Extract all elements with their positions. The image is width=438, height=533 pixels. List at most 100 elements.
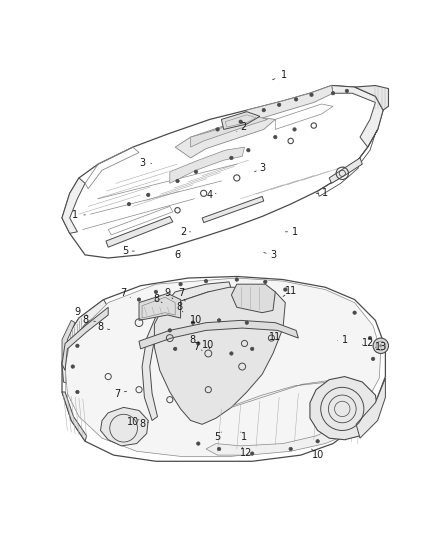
Circle shape	[176, 179, 179, 183]
Circle shape	[293, 128, 296, 131]
Circle shape	[371, 357, 375, 360]
Circle shape	[316, 440, 319, 443]
Polygon shape	[65, 278, 381, 457]
Circle shape	[71, 365, 74, 368]
Text: 10: 10	[127, 417, 139, 427]
Circle shape	[197, 342, 200, 345]
Polygon shape	[155, 287, 285, 424]
Polygon shape	[62, 300, 108, 384]
Polygon shape	[229, 85, 333, 127]
Circle shape	[368, 336, 372, 340]
Circle shape	[247, 149, 250, 152]
Text: 1: 1	[281, 70, 287, 80]
Polygon shape	[62, 320, 75, 364]
Polygon shape	[191, 116, 268, 147]
Polygon shape	[356, 378, 385, 438]
Circle shape	[345, 89, 349, 93]
Text: 13: 13	[374, 342, 387, 352]
Polygon shape	[175, 116, 276, 158]
Text: 6: 6	[174, 250, 180, 260]
Text: 1: 1	[342, 335, 348, 345]
Polygon shape	[329, 158, 362, 183]
Polygon shape	[142, 282, 231, 421]
Circle shape	[76, 390, 79, 394]
Circle shape	[239, 120, 242, 124]
Text: 11: 11	[269, 332, 282, 342]
Text: 8: 8	[82, 314, 88, 325]
Polygon shape	[231, 284, 276, 313]
Text: 8: 8	[97, 322, 103, 332]
Circle shape	[332, 92, 335, 95]
Text: 3: 3	[259, 163, 265, 173]
Polygon shape	[62, 308, 108, 370]
Text: 3: 3	[140, 158, 146, 167]
Circle shape	[353, 311, 356, 314]
Circle shape	[245, 321, 248, 325]
Circle shape	[251, 452, 254, 455]
Text: 7: 7	[120, 288, 127, 298]
Polygon shape	[139, 294, 180, 320]
Circle shape	[310, 93, 313, 96]
Text: 11: 11	[285, 286, 297, 296]
Text: 8: 8	[153, 294, 159, 304]
Text: 1: 1	[291, 227, 297, 237]
Text: 2: 2	[180, 227, 187, 237]
Circle shape	[76, 344, 79, 348]
Circle shape	[147, 193, 150, 197]
Text: 1: 1	[72, 210, 78, 220]
Polygon shape	[221, 112, 260, 130]
Polygon shape	[202, 196, 264, 223]
Circle shape	[262, 109, 265, 112]
Polygon shape	[332, 85, 383, 147]
Text: 2: 2	[240, 122, 246, 132]
Polygon shape	[206, 379, 371, 455]
Text: 10: 10	[202, 340, 215, 350]
Circle shape	[251, 347, 254, 351]
Circle shape	[154, 290, 158, 294]
Circle shape	[217, 447, 221, 451]
Polygon shape	[62, 392, 87, 441]
Circle shape	[230, 352, 233, 355]
Text: 7: 7	[178, 288, 184, 298]
Text: 12: 12	[361, 338, 374, 348]
Circle shape	[289, 447, 293, 451]
Text: 5: 5	[122, 246, 128, 256]
Text: 7: 7	[193, 342, 199, 352]
Text: 12: 12	[240, 448, 252, 458]
Polygon shape	[62, 178, 85, 233]
Text: 9: 9	[164, 288, 170, 298]
Circle shape	[230, 156, 233, 159]
Circle shape	[380, 345, 382, 347]
Circle shape	[179, 282, 182, 286]
Text: 3: 3	[270, 250, 276, 260]
Text: 1: 1	[322, 188, 328, 198]
Circle shape	[204, 279, 208, 283]
Polygon shape	[100, 407, 148, 446]
Text: 8: 8	[139, 419, 145, 429]
Text: 9: 9	[74, 307, 81, 317]
Text: 8: 8	[176, 302, 182, 311]
Text: 10: 10	[311, 450, 324, 460]
Circle shape	[264, 280, 267, 284]
Circle shape	[284, 288, 287, 291]
Circle shape	[137, 298, 141, 301]
Circle shape	[274, 135, 277, 139]
Circle shape	[173, 347, 177, 351]
Circle shape	[216, 128, 219, 131]
Text: 4: 4	[207, 190, 213, 200]
Text: 7: 7	[114, 389, 120, 399]
Text: 5: 5	[215, 432, 221, 442]
Polygon shape	[355, 85, 389, 110]
Circle shape	[294, 98, 298, 101]
Polygon shape	[106, 216, 173, 247]
Text: 8: 8	[190, 335, 196, 345]
Circle shape	[277, 103, 281, 107]
Circle shape	[373, 338, 389, 353]
Circle shape	[127, 203, 131, 206]
Circle shape	[197, 442, 200, 445]
Circle shape	[217, 319, 221, 322]
Polygon shape	[310, 377, 378, 440]
Text: 1: 1	[241, 432, 247, 442]
Circle shape	[194, 170, 198, 173]
Text: 10: 10	[190, 314, 202, 325]
